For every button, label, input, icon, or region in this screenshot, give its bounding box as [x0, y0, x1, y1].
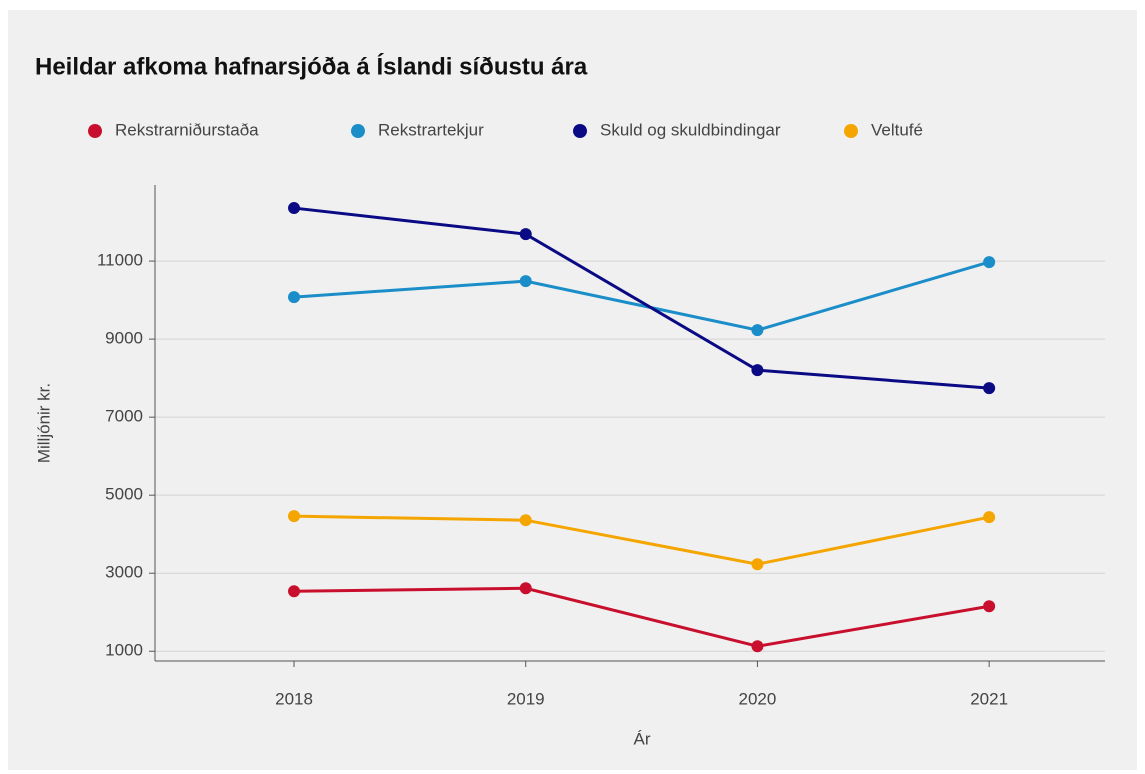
data-point [288, 585, 301, 598]
legend-marker [573, 124, 587, 138]
data-point [983, 511, 996, 524]
data-point [751, 364, 764, 377]
data-point [519, 514, 532, 527]
y-tick-label: 1000 [105, 641, 143, 660]
x-tick-label: 2021 [970, 689, 1008, 708]
y-tick-label: 5000 [105, 485, 143, 504]
data-point [983, 382, 996, 395]
data-point [288, 510, 301, 523]
chart-title: Heildar afkoma hafnarsjóða á Íslandi síð… [35, 52, 588, 80]
legend-label: Rekstrartekjur [378, 120, 484, 139]
legend-label: Rekstrarniðurstaða [115, 120, 259, 139]
legend-marker [844, 124, 858, 138]
data-point [751, 558, 764, 571]
y-tick-label: 7000 [105, 407, 143, 426]
data-point [288, 291, 301, 304]
data-point [751, 640, 764, 653]
y-tick-label: 9000 [105, 329, 143, 348]
data-point [288, 202, 301, 215]
x-axis-label: Ár [634, 729, 651, 748]
x-tick-label: 2019 [507, 689, 545, 708]
y-tick-label: 3000 [105, 563, 143, 582]
x-tick-label: 2020 [739, 689, 777, 708]
legend-marker [351, 124, 365, 138]
series-line [294, 586, 990, 648]
data-point [519, 582, 532, 595]
panel [8, 10, 1137, 770]
legend-label: Veltufé [871, 120, 923, 139]
x-tick-label: 2018 [275, 689, 313, 708]
y-axis-label: Milljónir kr. [34, 383, 53, 463]
series-line [293, 206, 990, 390]
data-point [519, 275, 532, 288]
legend-label: Skuld og skuldbindingar [600, 120, 781, 139]
legend-marker [88, 124, 102, 138]
data-point [751, 324, 764, 337]
data-point [983, 256, 996, 269]
series-line [293, 260, 990, 332]
y-tick-label: 11000 [97, 251, 143, 270]
data-point [519, 228, 532, 241]
data-point [983, 600, 996, 613]
series-line [293, 514, 990, 566]
